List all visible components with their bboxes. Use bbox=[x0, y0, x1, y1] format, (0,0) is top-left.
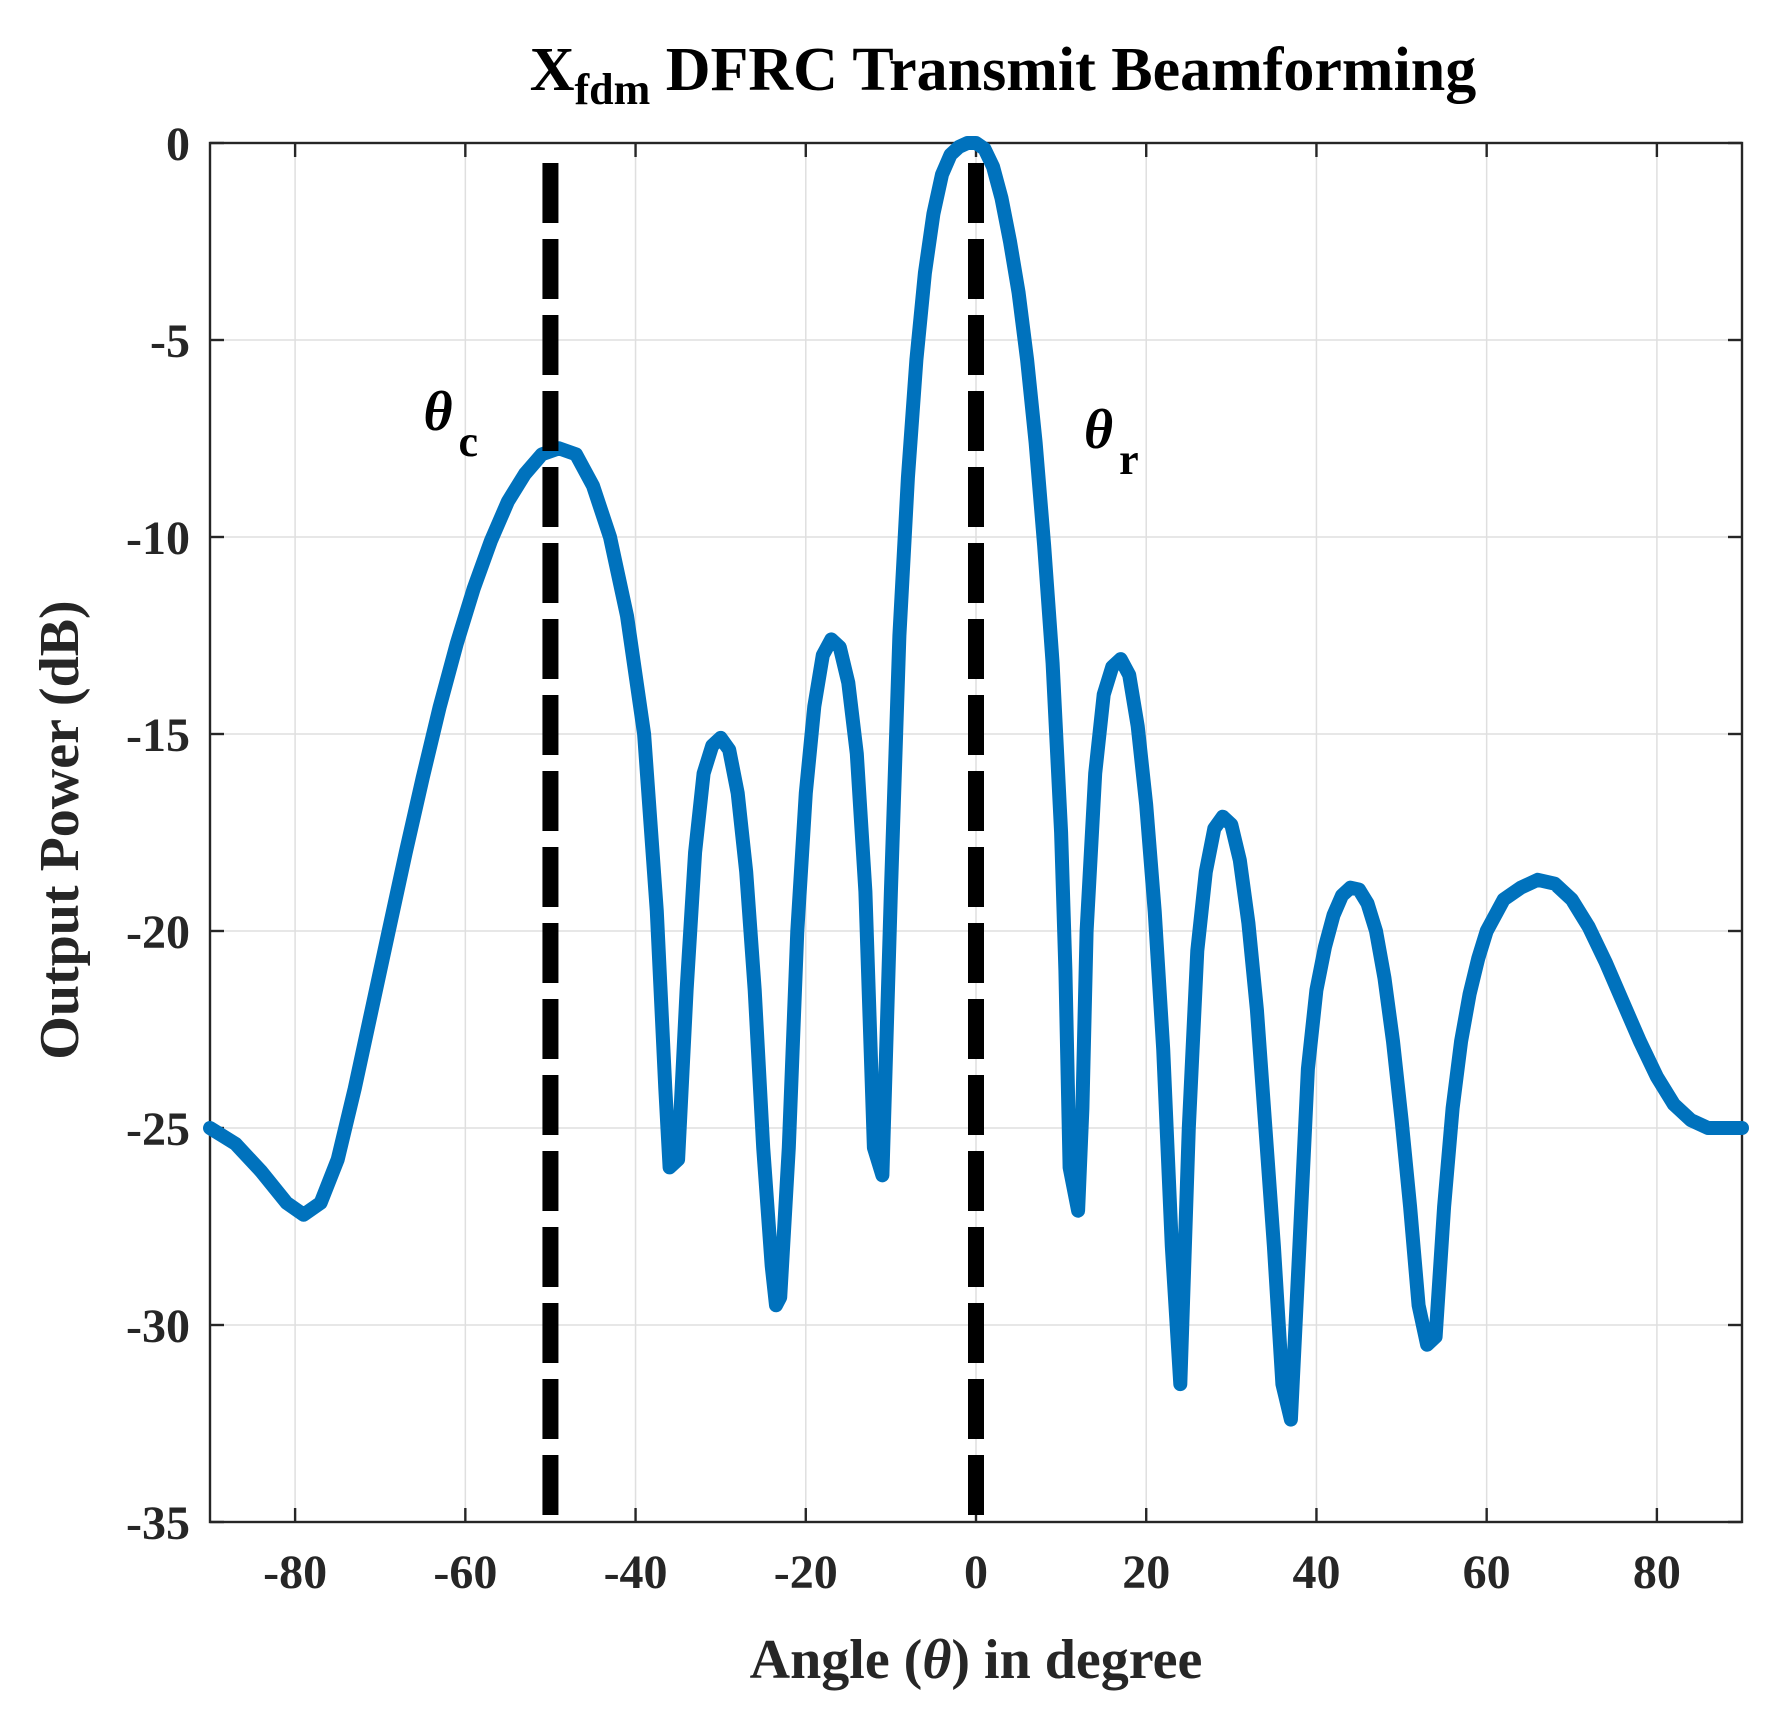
y-tick-label: -30 bbox=[126, 1300, 190, 1353]
marker-theta_c-symbol: θ bbox=[423, 381, 452, 443]
y-tick-label: -10 bbox=[126, 512, 190, 565]
y-tick-label: 0 bbox=[166, 118, 190, 171]
marker-theta_c-subscript: c bbox=[459, 417, 479, 466]
marker-theta_r-symbol: θ bbox=[1084, 399, 1113, 461]
x-tick-label: -40 bbox=[604, 1546, 668, 1599]
x-tick-label: 40 bbox=[1292, 1546, 1340, 1599]
y-tick-label: -20 bbox=[126, 906, 190, 959]
x-axis-label-post: ) in degree bbox=[951, 1629, 1202, 1691]
y-axis-label: Output Power (dB) bbox=[29, 600, 91, 1059]
x-tick-label: -60 bbox=[433, 1546, 497, 1599]
x-tick-label: 60 bbox=[1463, 1546, 1511, 1599]
marker-theta_r-subscript: r bbox=[1119, 435, 1139, 484]
y-tick-label: -5 bbox=[150, 315, 190, 368]
x-tick-label: -20 bbox=[774, 1546, 838, 1599]
title-rest: DFRC Transmit Beamforming bbox=[650, 36, 1476, 104]
x-tick-label: 0 bbox=[964, 1546, 988, 1599]
y-tick-label: -35 bbox=[126, 1497, 190, 1550]
series-line bbox=[203, 136, 1749, 1427]
x-tick-labels: -80 -60 -40 -20 0 20 40 60 80 bbox=[263, 1546, 1681, 1599]
x-axis-label-pre: Angle ( bbox=[750, 1629, 923, 1691]
title-main: X bbox=[530, 36, 575, 104]
y-tick-label: -15 bbox=[126, 709, 190, 762]
x-tick-label: -80 bbox=[263, 1546, 327, 1599]
x-tick-label: 80 bbox=[1633, 1546, 1681, 1599]
series-layer bbox=[203, 136, 1749, 1427]
y-tick-label: -25 bbox=[126, 1103, 190, 1156]
title-subscript: fdm bbox=[574, 65, 650, 114]
chart-title: Xfdm DFRC Transmit Beamforming bbox=[530, 36, 1477, 114]
x-axis-label: Angle (θ) in degree bbox=[750, 1629, 1203, 1691]
x-axis-label-symbol: θ bbox=[922, 1629, 951, 1691]
x-tick-label: 20 bbox=[1122, 1546, 1170, 1599]
y-tick-labels: 0 -5 -10 -15 -20 -25 -30 -35 bbox=[126, 118, 190, 1550]
